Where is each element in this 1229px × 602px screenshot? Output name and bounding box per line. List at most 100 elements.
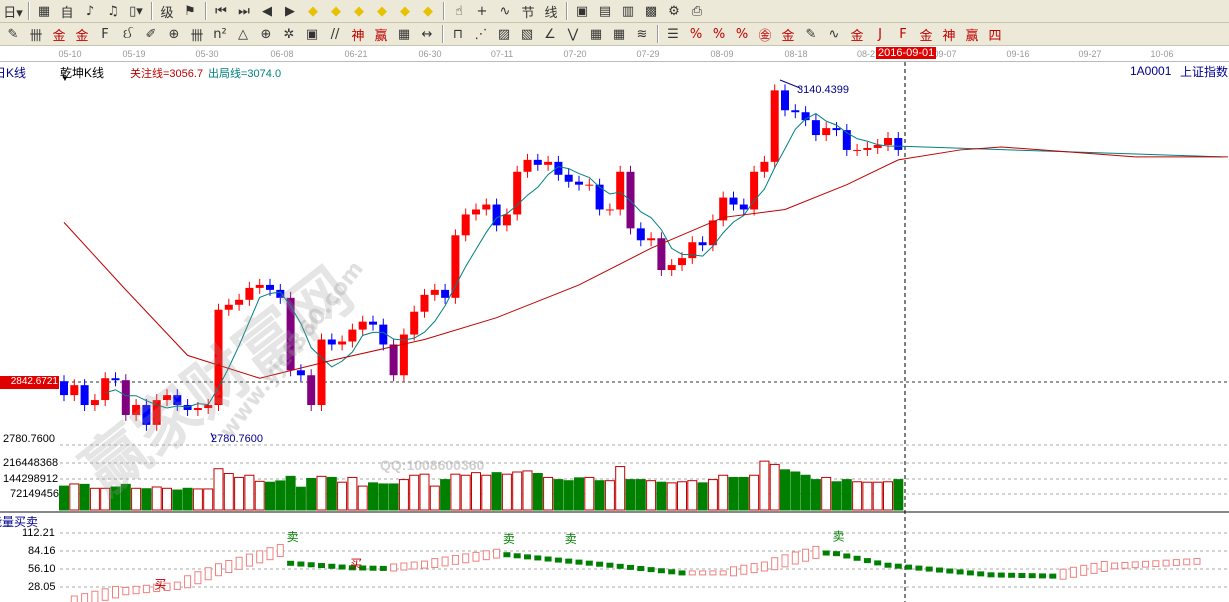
volume-bar [780, 469, 790, 511]
indicator9-icon[interactable]: ♫ [107, 3, 119, 19]
print-icon[interactable]: ⎙ [691, 3, 703, 19]
period-dropdown[interactable]: 日▾ [3, 5, 23, 21]
gold-icon[interactable]: 金 [52, 28, 66, 44]
speed-icon[interactable]: ∠ [544, 26, 556, 42]
gann-icon[interactable]: ▨ [497, 26, 511, 42]
date-tick: 07-29 [636, 49, 660, 59]
grid3-icon[interactable]: ▦ [612, 26, 626, 42]
date-tick: 09-27 [1078, 49, 1102, 59]
section-icon[interactable]: 节 [521, 5, 535, 21]
candle-type-dropdown[interactable]: ▯▾ [129, 3, 143, 19]
angle-icon[interactable]: // [330, 26, 340, 42]
candle-body [585, 184, 594, 186]
volume-bar [738, 476, 749, 511]
gold-circle-icon[interactable]: ㊎ [758, 28, 772, 44]
flag-icon[interactable]: ⚑ [184, 3, 196, 19]
gold4-icon[interactable]: 金 [919, 28, 933, 44]
gold3-icon[interactable]: 金 [850, 28, 864, 44]
star-icon[interactable]: ✲ [283, 26, 295, 42]
fan-icon[interactable]: ⋰ [474, 26, 488, 42]
indicator-bar [215, 563, 222, 577]
indicator-bar [812, 545, 820, 559]
chart-icon[interactable]: ▦ [37, 3, 51, 19]
chart-name-dropdown[interactable]: 乾坤K线 [60, 66, 105, 80]
current-date-label: 2016-09-01 [876, 47, 937, 59]
zoom-in-icon[interactable]: ◆ [354, 3, 364, 19]
table-icon[interactable]: ☰ [667, 26, 679, 42]
box-icon[interactable]: ▣ [305, 26, 319, 42]
four-icon[interactable]: 四 [988, 28, 1002, 44]
percent-icon[interactable]: % [712, 26, 726, 42]
first-icon[interactable]: ⏮ [215, 3, 227, 19]
candle-body [369, 321, 377, 325]
spiral-icon[interactable]: ઈ [122, 26, 134, 42]
indicator3-icon[interactable]: ♪ [85, 3, 95, 19]
crosshair-icon[interactable]: + [476, 3, 488, 19]
indicator-bar [1111, 562, 1119, 570]
shrink-icon[interactable]: ◆ [423, 3, 433, 19]
hand-icon[interactable]: ☝ [455, 3, 463, 19]
volume-bar [69, 483, 80, 511]
last-icon[interactable]: ⏭ [238, 3, 250, 19]
circle-icon[interactable]: ⊕ [168, 26, 180, 42]
pen2-icon[interactable]: ✎ [805, 26, 817, 42]
shen2-icon[interactable]: 神 [942, 28, 956, 44]
network-icon[interactable]: ⚙ [668, 3, 680, 19]
volume-bar [553, 479, 564, 511]
gann2-icon[interactable]: ▧ [520, 26, 534, 42]
volume-bar [244, 474, 255, 511]
move-right-icon[interactable]: ◆ [331, 3, 341, 19]
wave2-icon[interactable]: ∿ [828, 26, 840, 42]
f-line-icon[interactable]: F [899, 26, 907, 42]
percent2-icon[interactable]: % [735, 26, 749, 42]
draw-line-icon[interactable]: 线 [544, 5, 558, 21]
notes-icon[interactable]: ▥ [621, 3, 635, 19]
self-select-icon[interactable]: 自 [60, 5, 74, 21]
volume-bar [275, 480, 286, 511]
date-tick: 06-08 [270, 49, 294, 59]
grid2-icon[interactable]: ▦ [589, 26, 603, 42]
cycle-icon[interactable]: 卌 [190, 28, 204, 44]
gold2-icon[interactable]: 金 [75, 28, 89, 44]
indicator-axis-label: 28.05 [28, 581, 56, 593]
limit-icon[interactable]: 级 [160, 5, 174, 21]
shen-icon[interactable]: 神 [351, 28, 365, 44]
percent-line-icon[interactable]: % [689, 26, 703, 42]
win2-icon[interactable]: 赢 [965, 28, 979, 44]
indicator-bar [359, 565, 367, 571]
marker-icon[interactable]: ✐ [145, 26, 157, 42]
parallel-icon[interactable]: 卌 [29, 28, 43, 44]
lines-icon[interactable]: ≋ [636, 26, 648, 42]
move-left-icon[interactable]: ◆ [308, 3, 318, 19]
volume-axis-label: 72149456 [10, 488, 59, 500]
indicator-bar [1152, 560, 1160, 568]
indicator-bar [627, 564, 634, 570]
volume-bar [182, 487, 193, 511]
period-label: 日K线 [0, 66, 27, 80]
calendar-icon[interactable]: ▣ [575, 3, 589, 19]
zoom-out-icon[interactable]: ◆ [377, 3, 387, 19]
indicator-bar [544, 556, 552, 562]
dropdown-arrow-icon[interactable]: ▼ [61, 74, 69, 83]
expand-icon[interactable]: ◆ [400, 3, 410, 19]
indicator-bar [987, 572, 995, 578]
rect-icon[interactable]: ⊓ [452, 26, 464, 42]
target-icon[interactable]: ⊕ [260, 26, 272, 42]
grid-icon[interactable]: ▦ [397, 26, 411, 42]
candle-body [142, 405, 151, 425]
triangle-icon[interactable]: △ [238, 26, 248, 42]
width-icon[interactable]: ↔ [421, 26, 433, 42]
right-icon[interactable]: ▶ [285, 3, 295, 19]
save-icon[interactable]: ▩ [644, 3, 658, 19]
gold-line-icon[interactable]: 金 [781, 28, 795, 44]
line-icon[interactable]: ∿ [499, 3, 511, 19]
j-line-icon[interactable]: J [878, 26, 882, 42]
left-icon[interactable]: ◀ [262, 3, 272, 19]
wave-icon[interactable]: ⋁ [567, 26, 579, 42]
calculator-icon[interactable]: ▤ [598, 3, 612, 19]
n2-icon[interactable]: n² [213, 26, 227, 42]
pen-icon[interactable]: ✎ [7, 26, 19, 42]
fib-icon[interactable]: F [101, 26, 109, 42]
win-icon[interactable]: 赢 [374, 28, 388, 44]
